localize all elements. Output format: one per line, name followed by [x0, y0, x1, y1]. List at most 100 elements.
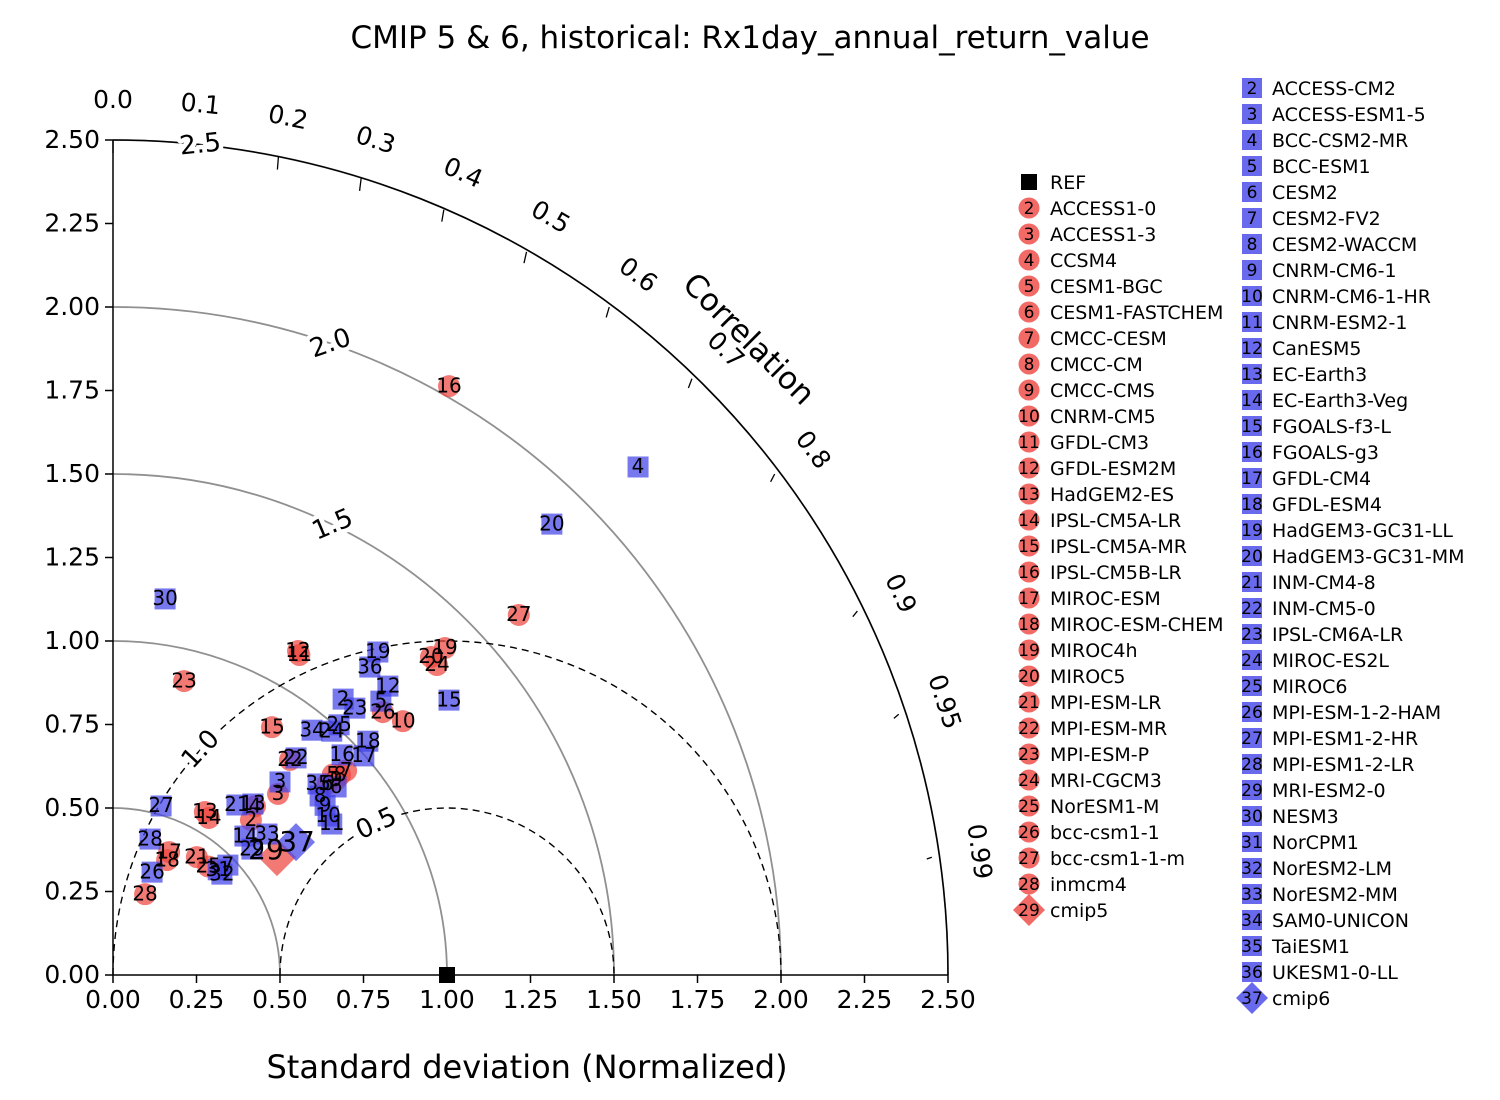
legend-marker-number: 2 — [1247, 79, 1258, 99]
legend-marker-circle — [1018, 587, 1040, 609]
legend-marker-square — [1242, 208, 1262, 228]
x-tick-label: 1.25 — [503, 985, 559, 1014]
point-label-cmip6-IPSL-CM6A-LR: 23 — [342, 695, 367, 719]
legend-marker-number: 21 — [1241, 573, 1263, 593]
point-label-cmip6-CESM2-WACCM: 8 — [314, 783, 327, 807]
correlation-tick — [852, 610, 858, 618]
legend-label-INM-CM5-0: INM-CM5-0 — [1272, 598, 1376, 620]
std-arc-1 — [112, 640, 448, 976]
legend-marker-circle — [1018, 691, 1040, 713]
legend-label-cmip5: cmip5 — [1050, 900, 1108, 922]
point-label-cmip5-GFDL-ESM2M: 12 — [285, 638, 310, 662]
legend-label-REF: REF — [1050, 172, 1086, 194]
ref-marker — [439, 967, 455, 983]
marker-square — [344, 697, 366, 719]
legend-marker-circle — [1018, 769, 1040, 791]
legend-marker-circle — [1018, 795, 1040, 817]
legend-marker-circle — [1018, 431, 1040, 453]
correlation-tick-label: 0.95 — [922, 671, 967, 733]
legend-marker-number: 21 — [1018, 693, 1040, 713]
point-label-cmip6-BCC-ESM1: 5 — [375, 688, 388, 712]
legend-marker-square — [1242, 806, 1262, 826]
legend-label-CMCC-CESM: CMCC-CESM — [1050, 328, 1167, 350]
legend-marker-number: 29 — [1018, 901, 1040, 921]
legend-marker-circle — [1018, 743, 1040, 765]
legend-label-MPI-ESM1-2-LR: MPI-ESM1-2-LR — [1272, 754, 1414, 776]
legend-marker-square — [1242, 390, 1262, 410]
legend-label-NorCPM1: NorCPM1 — [1272, 832, 1359, 854]
point-label-cmip6-ACCESS-CM2: 2 — [337, 686, 350, 710]
correlation-tick — [276, 156, 280, 170]
point-label-cmip5-IPSL-CM5A-LR: 14 — [196, 805, 221, 829]
legend-marker-square — [1242, 442, 1262, 462]
correlation-tick — [358, 178, 362, 191]
legend-marker-number: 14 — [1018, 511, 1040, 531]
legend-marker-circle — [1018, 353, 1040, 375]
legend-marker-number: 13 — [1241, 365, 1263, 385]
legend-marker-square — [1242, 936, 1262, 956]
legend-marker-number: 26 — [1018, 823, 1040, 843]
legend-marker-number: 5 — [1024, 277, 1035, 297]
arc-label-2.0: 2.0 — [306, 322, 355, 364]
legend-label-GFDL-CM4: GFDL-CM4 — [1272, 468, 1371, 490]
legend-marker-circle — [1018, 613, 1040, 635]
point-label-cmip6-CESM2-FV2: 7 — [222, 852, 235, 876]
legend-marker-number: 27 — [1241, 729, 1263, 749]
point-label-cmip6-NorCPM1: 31 — [205, 857, 230, 881]
marker-square — [325, 776, 347, 798]
legend-marker-square — [1242, 832, 1262, 852]
rms-arc-0.5 — [279, 807, 615, 976]
legend-marker-number: 15 — [1018, 537, 1040, 557]
x-tick-label: 0.75 — [336, 985, 392, 1014]
point-label-cmip6-CNRM-CM6-1: 9 — [319, 793, 332, 817]
legend-label-MIROC-ESM: MIROC-ESM — [1050, 588, 1161, 610]
point-label-cmip5-CMCC-CESM: 7 — [340, 758, 353, 782]
legend-marker-square — [1242, 104, 1262, 124]
legend-label-NESM3: NESM3 — [1272, 806, 1339, 828]
legend-label-IPSL-CM5A-MR: IPSL-CM5A-MR — [1050, 536, 1187, 558]
legend-marker-square — [1242, 234, 1262, 254]
marker-square — [269, 771, 291, 793]
legend-label-CESM2: CESM2 — [1272, 182, 1338, 204]
y-tick-label: 0.50 — [44, 793, 100, 822]
point-label-cmip6-CNRM-CM6-1-HR: 10 — [315, 803, 340, 827]
legend-marker-number: 17 — [1018, 589, 1040, 609]
legend-label-bcc-csm1-1: bcc-csm1-1 — [1050, 822, 1160, 844]
marker-square — [541, 513, 563, 535]
legend-marker-circle — [1018, 275, 1040, 297]
legend-marker-square — [1242, 130, 1262, 150]
legend-label-MPI-ESM-P: MPI-ESM-P — [1050, 744, 1149, 766]
legend-marker-square — [1242, 650, 1262, 670]
legend-marker-square — [1242, 364, 1262, 384]
legend-label-MIROC-ESM-CHEM: MIROC-ESM-CHEM — [1050, 614, 1224, 636]
point-label-cmip6-NorESM2-LM: 32 — [209, 861, 234, 885]
legend-label-inmcm4: inmcm4 — [1050, 874, 1127, 896]
legend-label-cmip6: cmip6 — [1272, 988, 1330, 1010]
legend-label-MRI-ESM2-0: MRI-ESM2-0 — [1272, 780, 1386, 802]
y-tick-label: 1.00 — [44, 626, 100, 655]
legend-marker-square — [1242, 338, 1262, 358]
legend-marker-number: 23 — [1241, 625, 1263, 645]
point-label-cmip6-FGOALS-g3: 16 — [329, 742, 354, 766]
legend-marker-circle — [1018, 457, 1040, 479]
legend-marker-number: 4 — [1024, 251, 1035, 271]
legend-marker-number: 11 — [1241, 313, 1263, 333]
correlation-tick-label: 0.99 — [961, 822, 998, 881]
point-label-cmip6-GFDL-CM4: 17 — [351, 743, 376, 767]
legend-marker-square — [1242, 520, 1262, 540]
point-label-cmip6-HadGEM3-GC31-LL: 19 — [365, 639, 390, 663]
legend-marker-square — [1242, 156, 1262, 176]
legend-marker-circle — [1018, 639, 1040, 661]
legend-label-CNRM-CM5: CNRM-CM5 — [1050, 406, 1156, 428]
legend-marker-number: 32 — [1241, 859, 1263, 879]
marker-square — [242, 793, 264, 815]
legend-label-ACCESS-CM2: ACCESS-CM2 — [1272, 78, 1396, 100]
marker-circle — [507, 603, 530, 626]
y-tick-label: 1.75 — [44, 376, 100, 405]
legend-label-IPSL-CM5B-LR: IPSL-CM5B-LR — [1050, 562, 1182, 584]
point-label-cmip5-ACCESS1-3: 3 — [272, 781, 285, 805]
marker-square — [359, 656, 381, 678]
legend-label-NorESM1-M: NorESM1-M — [1050, 796, 1159, 818]
legend-label-CCSM4: CCSM4 — [1050, 250, 1117, 272]
legend-marker-circle — [1018, 665, 1040, 687]
